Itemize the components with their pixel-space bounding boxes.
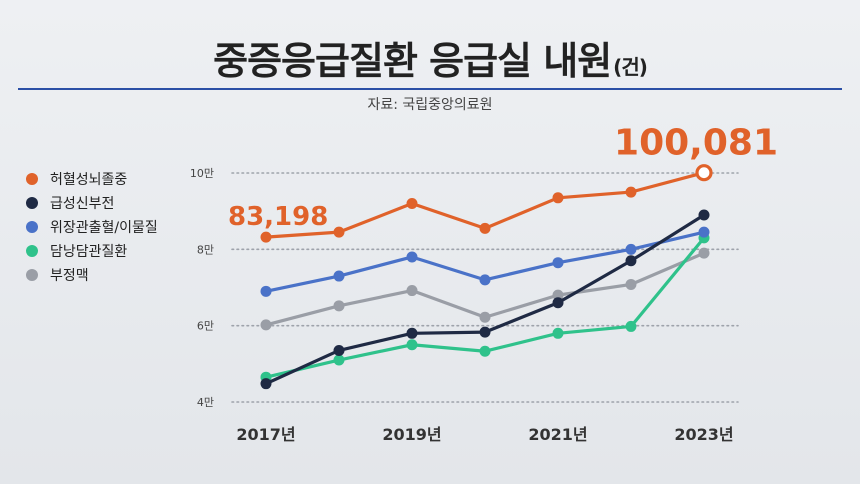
- data-point: [698, 247, 710, 259]
- data-point: [406, 327, 418, 339]
- data-point: [406, 251, 418, 263]
- data-point: [260, 319, 272, 331]
- data-point: [479, 311, 491, 323]
- legend-dot-icon: [26, 221, 38, 233]
- legend-item: 급성신부전: [26, 191, 158, 215]
- data-point: [479, 222, 491, 234]
- y-tick-label: 6만: [197, 320, 214, 333]
- legend-dot-icon: [26, 245, 38, 257]
- legend-dot-icon: [26, 173, 38, 185]
- data-point: [479, 274, 491, 286]
- data-point: [552, 327, 564, 339]
- data-point: [552, 257, 564, 269]
- data-label: 100,081: [614, 123, 778, 164]
- legend-item: 허혈성뇌졸중: [26, 167, 158, 191]
- x-tick-label: 2021년: [528, 425, 587, 444]
- data-point: [625, 320, 637, 332]
- data-point: [333, 270, 345, 282]
- y-tick-label: 8만: [197, 243, 214, 256]
- legend-label: 부정맥: [50, 268, 89, 284]
- legend-label: 위장관출혈/이물질: [50, 220, 158, 236]
- series-line: [265, 213, 705, 386]
- data-point: [625, 186, 637, 198]
- x-tick-label: 2023년: [674, 425, 733, 444]
- data-point: [552, 289, 564, 301]
- data-point: [625, 278, 637, 290]
- data-point: [406, 198, 418, 210]
- data-point: [625, 255, 637, 267]
- data-point: [260, 378, 272, 390]
- x-tick-label: 2019년: [382, 425, 441, 444]
- legend-label: 담낭담관질환: [50, 244, 128, 260]
- legend-dot-icon: [26, 197, 38, 209]
- data-point: [479, 345, 491, 357]
- chart-title-text: 중증응급질환 응급실 내원: [213, 39, 612, 83]
- data-point-highlight: [695, 164, 713, 182]
- chart-unit: (건): [613, 55, 648, 79]
- data-point: [406, 285, 418, 297]
- data-point: [625, 243, 637, 255]
- legend-dot-icon: [26, 269, 38, 281]
- legend-label: 급성신부전: [50, 196, 115, 212]
- chart-title: 중증응급질환 응급실 내원 (건): [0, 30, 860, 85]
- data-point: [552, 192, 564, 204]
- chart-legend: 허혈성뇌졸중 급성신부전 위장관출혈/이물질 담낭담관질환 부정맥: [26, 167, 158, 287]
- y-tick-label: 4만: [197, 396, 214, 409]
- data-label: 83,198: [228, 202, 328, 232]
- legend-item: 위장관출혈/이물질: [26, 215, 158, 239]
- data-point: [333, 344, 345, 356]
- data-point: [333, 226, 345, 238]
- x-tick-label: 2017년: [236, 425, 295, 444]
- legend-label: 허혈성뇌졸중: [50, 172, 128, 188]
- legend-item: 담낭담관질환: [26, 239, 158, 263]
- data-point: [260, 285, 272, 297]
- data-point: [479, 326, 491, 338]
- data-point: [552, 297, 564, 309]
- y-tick-label: 10만: [190, 167, 214, 180]
- data-point: [333, 354, 345, 366]
- data-point: [406, 339, 418, 351]
- data-point: [260, 231, 272, 243]
- data-point: [698, 226, 710, 238]
- source-note: 자료: 국립중앙의료원: [367, 97, 493, 113]
- legend-item: 부정맥: [26, 263, 158, 287]
- data-point: [333, 300, 345, 312]
- data-point: [698, 209, 710, 221]
- title-divider: [18, 88, 842, 90]
